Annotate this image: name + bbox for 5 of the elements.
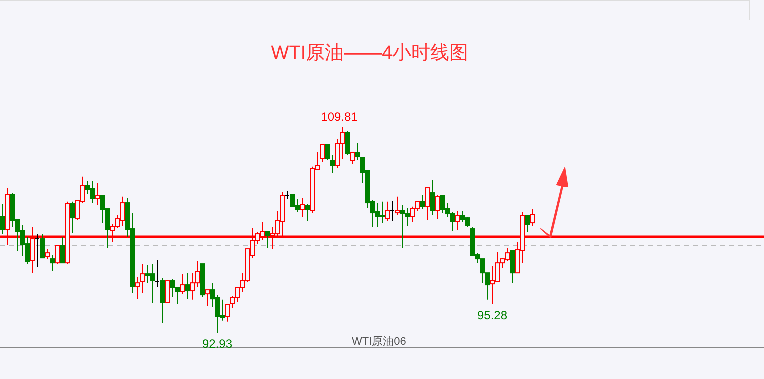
text: WTI原油06 <box>352 335 406 348</box>
annotation: 109.81 <box>321 110 358 124</box>
annotation: 95.28 <box>477 308 508 322</box>
annotation: 92.93 <box>202 337 233 351</box>
chart-title: WTI原油——4小时线图 <box>271 43 469 64</box>
